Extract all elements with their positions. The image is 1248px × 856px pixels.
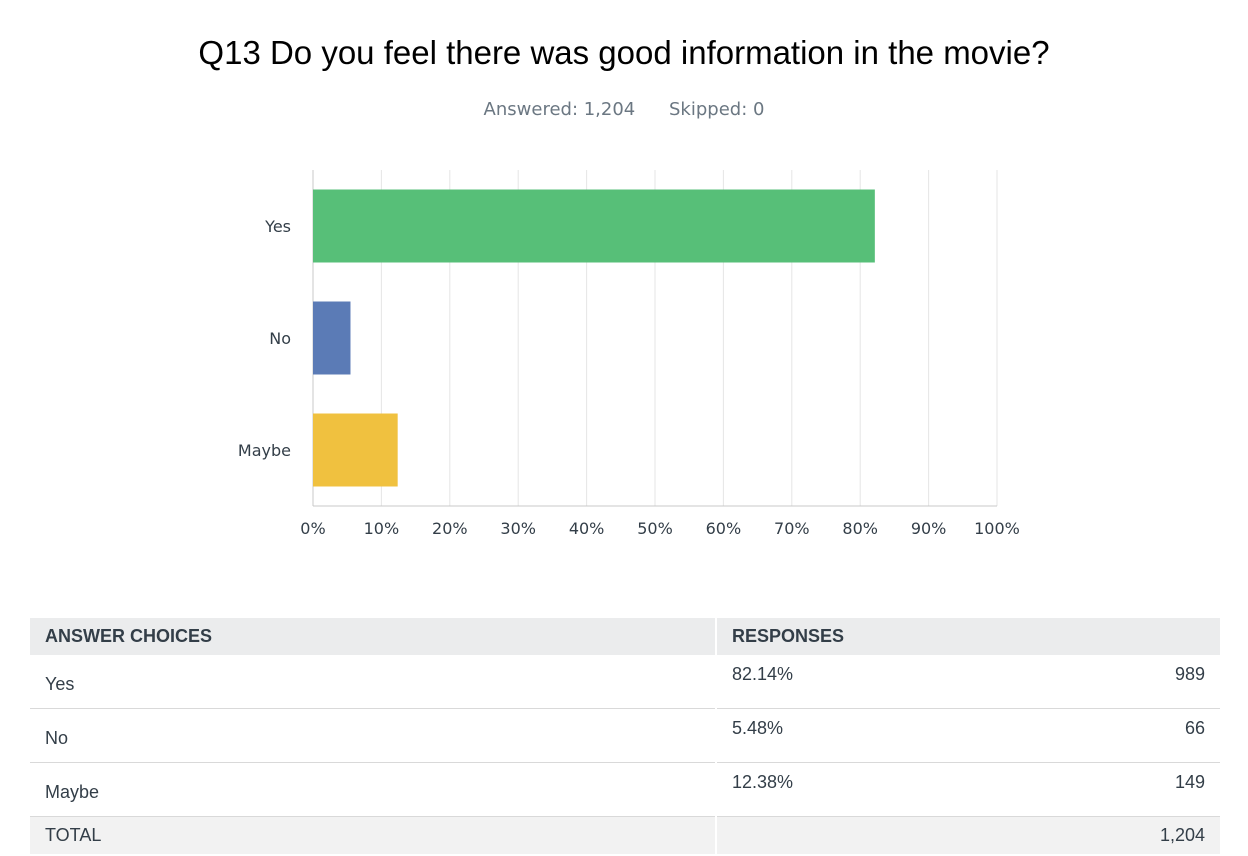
response-table: ANSWER CHOICES RESPONSES Yes 82.14% 989 … — [30, 618, 1220, 854]
category-label-no: No — [269, 329, 291, 348]
x-tick-label: 0% — [300, 519, 325, 538]
x-tick-label: 20% — [432, 519, 468, 538]
total-label: TOTAL — [30, 816, 717, 854]
x-tick-label: 90% — [911, 519, 947, 538]
percent-cell: 82.14% — [716, 655, 1022, 709]
skipped-count: Skipped: 0 — [669, 99, 765, 120]
percent-cell: 12.38% — [716, 762, 1022, 817]
response-summary: Answered: 1,204 Skipped: 0 — [0, 99, 1248, 120]
chart-bars — [313, 189, 875, 487]
header-answer-choices: ANSWER CHOICES — [30, 618, 717, 655]
count-cell: 66 — [1021, 708, 1220, 763]
x-tick-label: 60% — [706, 519, 742, 538]
x-tick-label: 70% — [774, 519, 810, 538]
bar-yes — [313, 189, 875, 263]
x-axis-ticks: 0% 10% 20% 30% 40% 50% 60% 70% 80% 90% 100% — [300, 519, 1020, 538]
category-label-yes: Yes — [264, 217, 291, 236]
choice-cell: Maybe — [30, 762, 717, 817]
x-tick-label: 50% — [637, 519, 673, 538]
table-row: Maybe 12.38% 149 — [30, 762, 1220, 817]
answered-count: Answered: 1,204 — [483, 99, 636, 120]
total-row: TOTAL 1,204 — [30, 816, 1220, 854]
table-header-row: ANSWER CHOICES RESPONSES — [30, 618, 1220, 655]
percent-cell: 5.48% — [716, 708, 1022, 763]
table-row: No 5.48% 66 — [30, 708, 1220, 763]
x-tick-label: 10% — [364, 519, 400, 538]
bar-chart: Yes No Maybe 0% 10% 20% 30% 40% 50% 60% 70% 80% 90%… — [238, 170, 1020, 538]
table-row: Yes 82.14% 989 — [30, 655, 1220, 709]
x-tick-label: 80% — [842, 519, 878, 538]
x-tick-label: 40% — [569, 519, 605, 538]
choice-cell: No — [30, 708, 717, 763]
count-cell: 149 — [1021, 762, 1220, 817]
count-cell: 989 — [1021, 655, 1220, 709]
total-count: 1,204 — [716, 816, 1220, 854]
x-tick-label: 100% — [974, 519, 1020, 538]
choice-cell: Yes — [30, 655, 717, 709]
x-tick-label: 30% — [500, 519, 536, 538]
category-label-maybe: Maybe — [238, 441, 291, 460]
bar-maybe — [313, 413, 398, 487]
category-labels: Yes No Maybe — [238, 217, 291, 460]
question-title: Q13 Do you feel there was good informati… — [198, 34, 1050, 71]
header-responses: RESPONSES — [716, 618, 1220, 655]
bar-no — [313, 301, 351, 375]
